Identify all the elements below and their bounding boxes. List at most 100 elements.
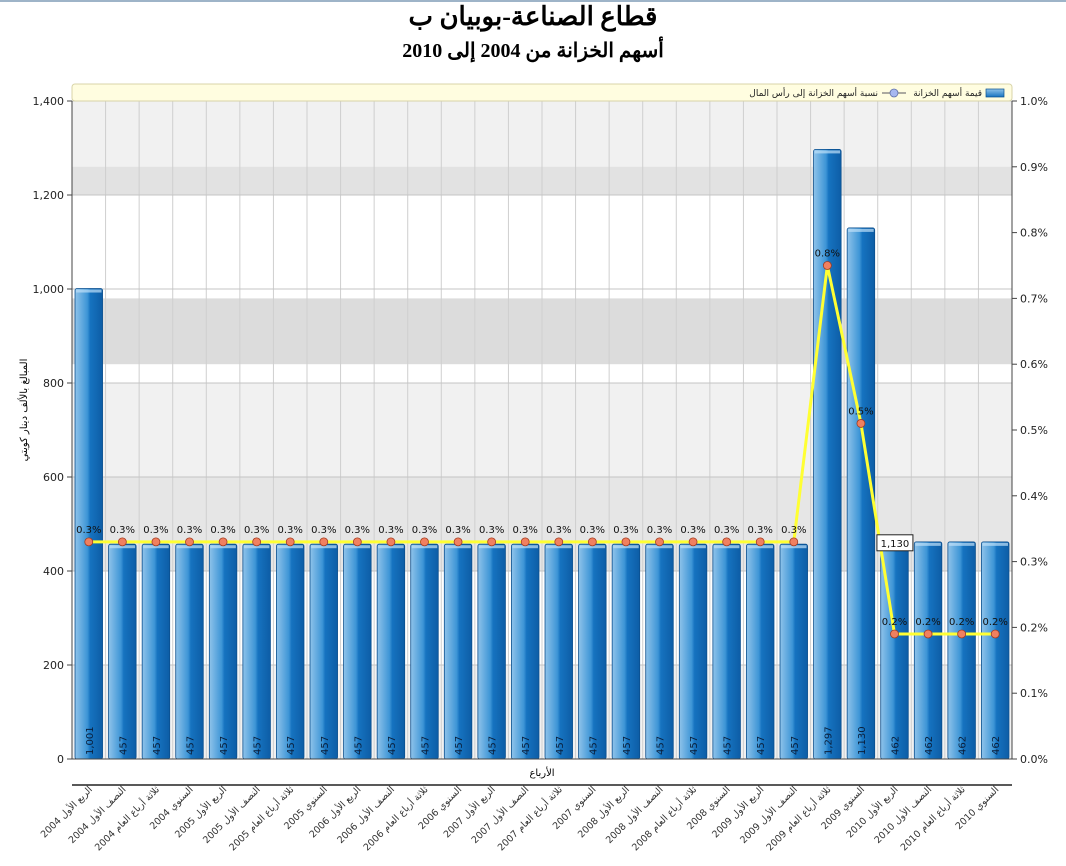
- percentage-label: 0.3%: [278, 525, 303, 536]
- percentage-label: 0.3%: [781, 525, 806, 536]
- y-tick-label: 1,000: [33, 283, 65, 296]
- line-point: [218, 537, 228, 547]
- percentage-label: 0.8%: [815, 249, 840, 260]
- chart-title: قطاع الصناعة-بوبيان ب: [408, 2, 658, 31]
- bar: [611, 543, 641, 760]
- bar-value-label: 457: [421, 736, 432, 755]
- line-point: [655, 537, 664, 547]
- bar-highlight: [512, 545, 538, 549]
- bar-series: 1,001 457 457 457 457 457 457 457 457 457 457 457 45…: [74, 149, 1010, 760]
- bar-value-label: 457: [756, 736, 767, 755]
- x-category-label: النصف الأول 2007: [469, 784, 531, 846]
- line-point: [151, 537, 161, 547]
- percentage-label: 0.3%: [345, 525, 370, 536]
- bar-highlight: [646, 545, 673, 549]
- bar-highlight: [579, 545, 606, 549]
- bar: [578, 543, 607, 760]
- percentage-label: 0.2%: [983, 617, 1008, 628]
- y2-tick-label: 0.8%: [1020, 227, 1048, 240]
- line-point: [822, 261, 832, 270]
- bar-highlight: [747, 545, 773, 549]
- bar: [746, 543, 775, 760]
- y-tick-label: 200: [43, 659, 64, 672]
- bar-highlight: [243, 545, 270, 549]
- bar: [544, 543, 573, 760]
- legend-line-label: نسبة أسهم الخزانة إلى رأس المال: [749, 87, 878, 99]
- bar-value-label: 457: [454, 736, 465, 755]
- bar-highlight: [713, 545, 740, 549]
- y2-tick-label: 0.9%: [1020, 161, 1048, 174]
- bar: [108, 543, 137, 760]
- line-point: [185, 537, 194, 547]
- line-series: 0.3% 0.3% 0.3% 0.3% 0.3% 0.3% 0.3% 0.3% 0.3% 0.3%…: [76, 249, 1008, 639]
- bar-value-label: 457: [689, 736, 700, 755]
- y2-tick-label: 0.7%: [1020, 292, 1048, 305]
- percentage-label: 0.3%: [546, 525, 571, 536]
- bar-highlight: [277, 545, 303, 549]
- bar: [813, 149, 842, 760]
- bar: [208, 543, 238, 760]
- y-tick-label: 1,400: [33, 95, 65, 108]
- line-point: [621, 537, 631, 547]
- line-point: [117, 537, 127, 547]
- percentage-label: 0.3%: [714, 525, 739, 536]
- bar: [511, 543, 540, 760]
- x-category-label: النصف الأول 2009: [738, 784, 800, 846]
- percentage-label: 0.3%: [513, 525, 538, 536]
- legend: قيمة أسهم الخزانة نسبة أسهم الخزانة إلى ر…: [71, 83, 1013, 102]
- percentage-label: 0.3%: [378, 525, 403, 536]
- percentage-label: 0.3%: [647, 525, 672, 536]
- y2-tick-label: 0.3%: [1020, 556, 1048, 569]
- bar-highlight: [546, 545, 572, 549]
- bar-highlight: [76, 289, 102, 293]
- bar-value-label: 462: [891, 736, 902, 755]
- bar: [74, 288, 103, 760]
- bar-value-label: 457: [320, 736, 331, 755]
- bar-highlight: [982, 542, 1008, 546]
- bar-value-label: 457: [488, 736, 499, 755]
- bar-value-label: 457: [152, 736, 163, 755]
- bar-highlight: [445, 545, 471, 549]
- bar-value-label: 457: [118, 736, 129, 755]
- percentage-label: 0.3%: [110, 525, 135, 536]
- line-point: [386, 537, 396, 547]
- line-point: [755, 537, 765, 547]
- bar-highlight: [378, 545, 404, 549]
- bar-value-label: 457: [387, 736, 398, 755]
- percentage-label: 0.3%: [479, 525, 504, 536]
- x-category-label: النصف الأول 2010: [872, 784, 934, 846]
- bar-value-label: 457: [253, 736, 264, 755]
- bar-highlight: [680, 545, 706, 549]
- percentage-label: 0.3%: [210, 525, 235, 536]
- bar-highlight: [814, 150, 841, 154]
- line-point: [453, 537, 463, 547]
- bar-value-label: 457: [622, 736, 633, 755]
- bar: [645, 543, 674, 760]
- bar-highlight: [411, 545, 438, 549]
- bar: [175, 543, 204, 760]
- line-point: [722, 537, 732, 547]
- line-point: [890, 629, 899, 639]
- line-point: [957, 629, 967, 639]
- y2-tick-label: 0.4%: [1020, 490, 1048, 503]
- bar: [410, 543, 439, 760]
- percentage-label: 0.3%: [76, 525, 101, 536]
- line-point: [554, 537, 564, 547]
- bar-highlight: [311, 545, 337, 549]
- bar-highlight: [613, 545, 639, 549]
- bar-highlight: [143, 545, 169, 549]
- bar: [242, 543, 271, 760]
- bar-highlight: [478, 545, 505, 549]
- line-point: [990, 629, 1000, 639]
- line-point: [789, 537, 799, 547]
- line-point: [420, 537, 429, 547]
- bar: [947, 541, 976, 760]
- x-category-label: النصف الأول 2005: [200, 784, 262, 846]
- bar-value-label: 462: [991, 736, 1002, 755]
- legend-bar-label: قيمة أسهم الخزانة: [913, 87, 982, 99]
- percentage-label: 0.3%: [244, 525, 269, 536]
- legend-box: [71, 83, 1013, 102]
- percentage-label: 0.2%: [915, 617, 940, 628]
- line-point: [856, 419, 866, 428]
